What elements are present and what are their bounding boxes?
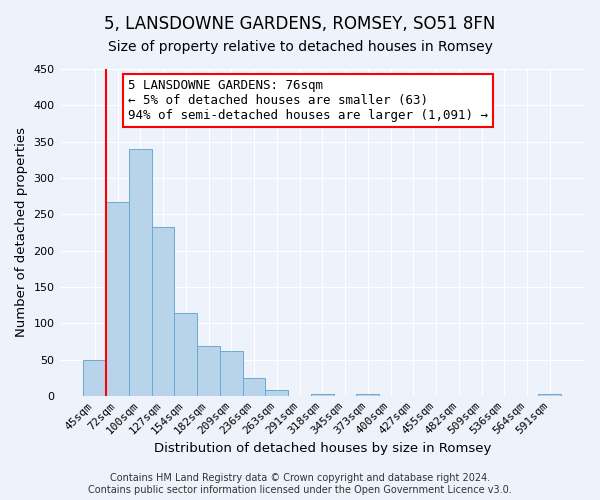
Bar <box>83 360 106 396</box>
Bar <box>175 313 197 396</box>
Bar <box>197 346 220 396</box>
Y-axis label: Number of detached properties: Number of detached properties <box>15 128 28 338</box>
Bar <box>356 394 379 396</box>
Bar <box>152 228 175 396</box>
Bar <box>242 378 265 396</box>
X-axis label: Distribution of detached houses by size in Romsey: Distribution of detached houses by size … <box>154 442 491 455</box>
Bar <box>220 351 242 396</box>
Bar <box>538 394 561 396</box>
Text: 5 LANSDOWNE GARDENS: 76sqm
← 5% of detached houses are smaller (63)
94% of semi-: 5 LANSDOWNE GARDENS: 76sqm ← 5% of detac… <box>128 79 488 122</box>
Text: 5, LANSDOWNE GARDENS, ROMSEY, SO51 8FN: 5, LANSDOWNE GARDENS, ROMSEY, SO51 8FN <box>104 15 496 33</box>
Bar <box>311 394 334 396</box>
Bar <box>129 149 152 396</box>
Text: Size of property relative to detached houses in Romsey: Size of property relative to detached ho… <box>107 40 493 54</box>
Bar <box>265 390 288 396</box>
Text: Contains HM Land Registry data © Crown copyright and database right 2024.
Contai: Contains HM Land Registry data © Crown c… <box>88 474 512 495</box>
Bar <box>106 202 129 396</box>
